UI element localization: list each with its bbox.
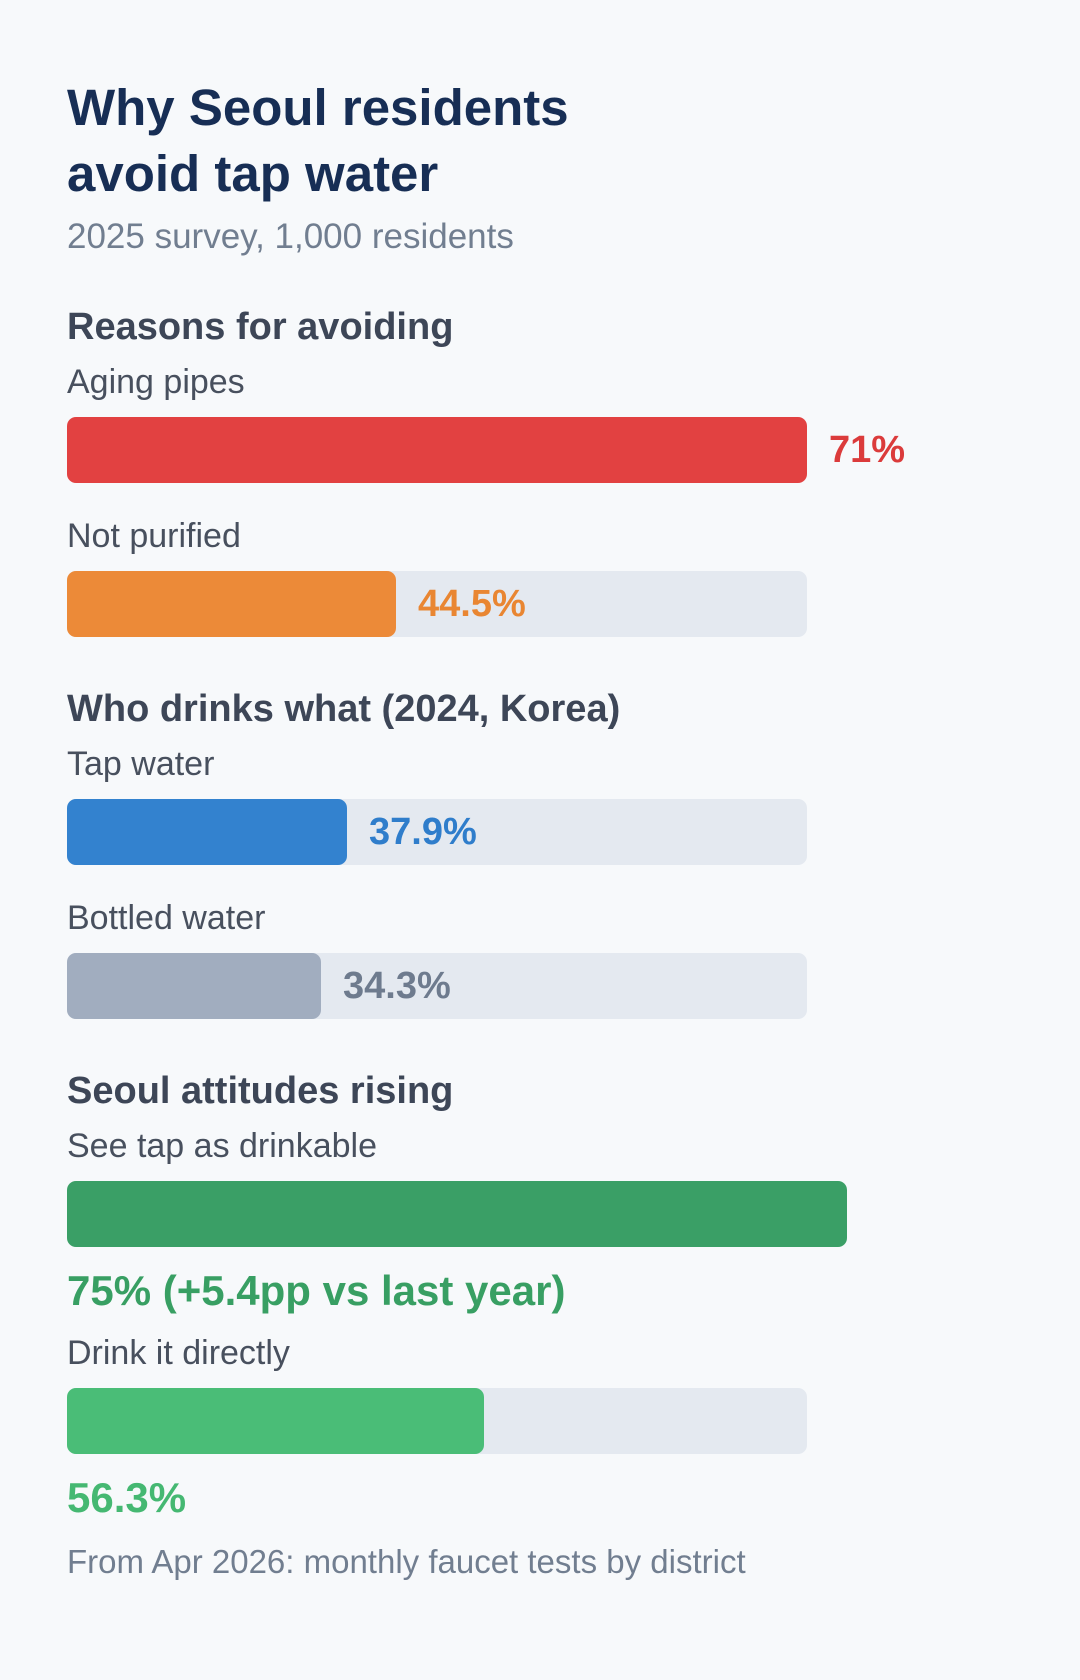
bar-see-tap-as-drinkable: [67, 1181, 847, 1247]
section-title: Who drinks what (2024, Korea): [67, 688, 621, 730]
bar-bottled-water: [67, 953, 321, 1019]
infographic: Why Seoul residents avoid tap water 2025…: [67, 75, 1027, 1582]
page-title: Why Seoul residents avoid tap water: [67, 79, 569, 202]
bar-row-drink-it-directly: [67, 1388, 1027, 1454]
bar-aging-pipes: [67, 417, 807, 483]
bar-label-not-purified: Not purified: [67, 517, 241, 555]
bar-value-bottled-water: 34.3%: [343, 965, 451, 1007]
bar-tap-water: [67, 799, 347, 865]
bar-label-see-tap-as-drinkable: See tap as drinkable: [67, 1127, 377, 1165]
bar-row-bottled-water: 34.3%: [67, 953, 1027, 1019]
bar-label-tap-water: Tap water: [67, 745, 215, 783]
bar-label-bottled-water: Bottled water: [67, 899, 266, 937]
page-subtitle: 2025 survey, 1,000 residents: [67, 217, 514, 256]
bar-not-purified: [67, 571, 396, 637]
bar-value-aging-pipes: 71%: [829, 429, 906, 471]
bar-row-tap-water: 37.9%: [67, 799, 1027, 865]
bar-drink-it-directly: [67, 1388, 484, 1454]
chart-who-drinks-what: Who drinks what (2024, Korea) Tap water …: [67, 687, 1027, 1019]
bar-label-drink-it-directly: Drink it directly: [67, 1334, 290, 1372]
bar-row-not-purified: 44.5%: [67, 571, 1027, 637]
bar-value-drink-it-directly: 56.3%: [67, 1474, 187, 1521]
bar-label-aging-pipes: Aging pipes: [67, 363, 245, 401]
bar-row-aging-pipes: 71%: [67, 417, 1027, 483]
bar-value-tap-water: 37.9%: [369, 811, 477, 853]
section-title: Reasons for avoiding: [67, 306, 454, 348]
chart-seoul-attitudes-rising: Seoul attitudes rising See tap as drinka…: [67, 1069, 1027, 1522]
chart-reasons-for-avoiding: Reasons for avoiding Aging pipes 71% Not…: [67, 305, 1027, 637]
bar-value-not-purified: 44.5%: [418, 583, 526, 625]
footnote: From Apr 2026: monthly faucet tests by d…: [67, 1543, 746, 1580]
bar-value-see-tap-as-drinkable: 75% (+5.4pp vs last year): [67, 1267, 566, 1314]
section-title: Seoul attitudes rising: [67, 1070, 454, 1112]
bar-row-see-tap-as-drinkable: [67, 1181, 1027, 1247]
